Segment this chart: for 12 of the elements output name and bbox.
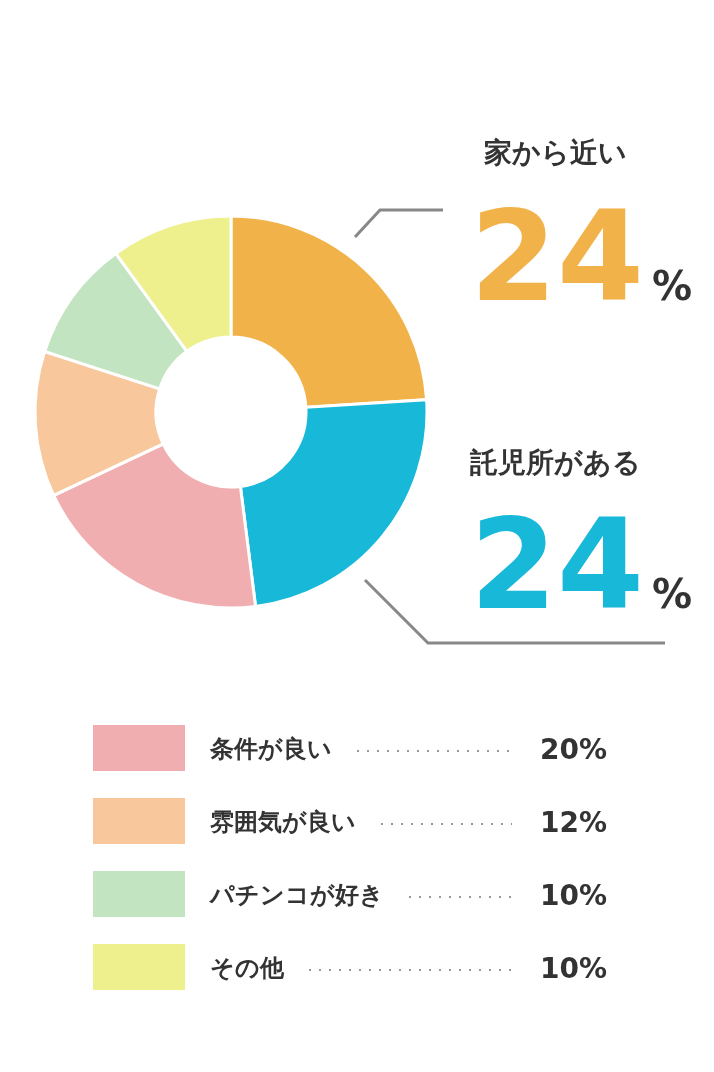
data-label: 24% bbox=[470, 492, 693, 637]
data-label: 20% bbox=[540, 733, 608, 766]
legend-label: パチンコが好き bbox=[208, 881, 384, 909]
data-label: 10% bbox=[540, 879, 608, 912]
data-label: 12% bbox=[540, 806, 608, 839]
data-label: 24% bbox=[470, 184, 693, 329]
data-label: 10% bbox=[540, 952, 608, 985]
legend-label: 雰囲気が良い bbox=[210, 808, 356, 836]
legend-label: 条件が良い bbox=[209, 735, 332, 763]
legend-label: その他 bbox=[210, 954, 285, 982]
slice-label: 家から近い bbox=[482, 136, 627, 169]
slice-label: 託児所がある bbox=[468, 446, 641, 479]
